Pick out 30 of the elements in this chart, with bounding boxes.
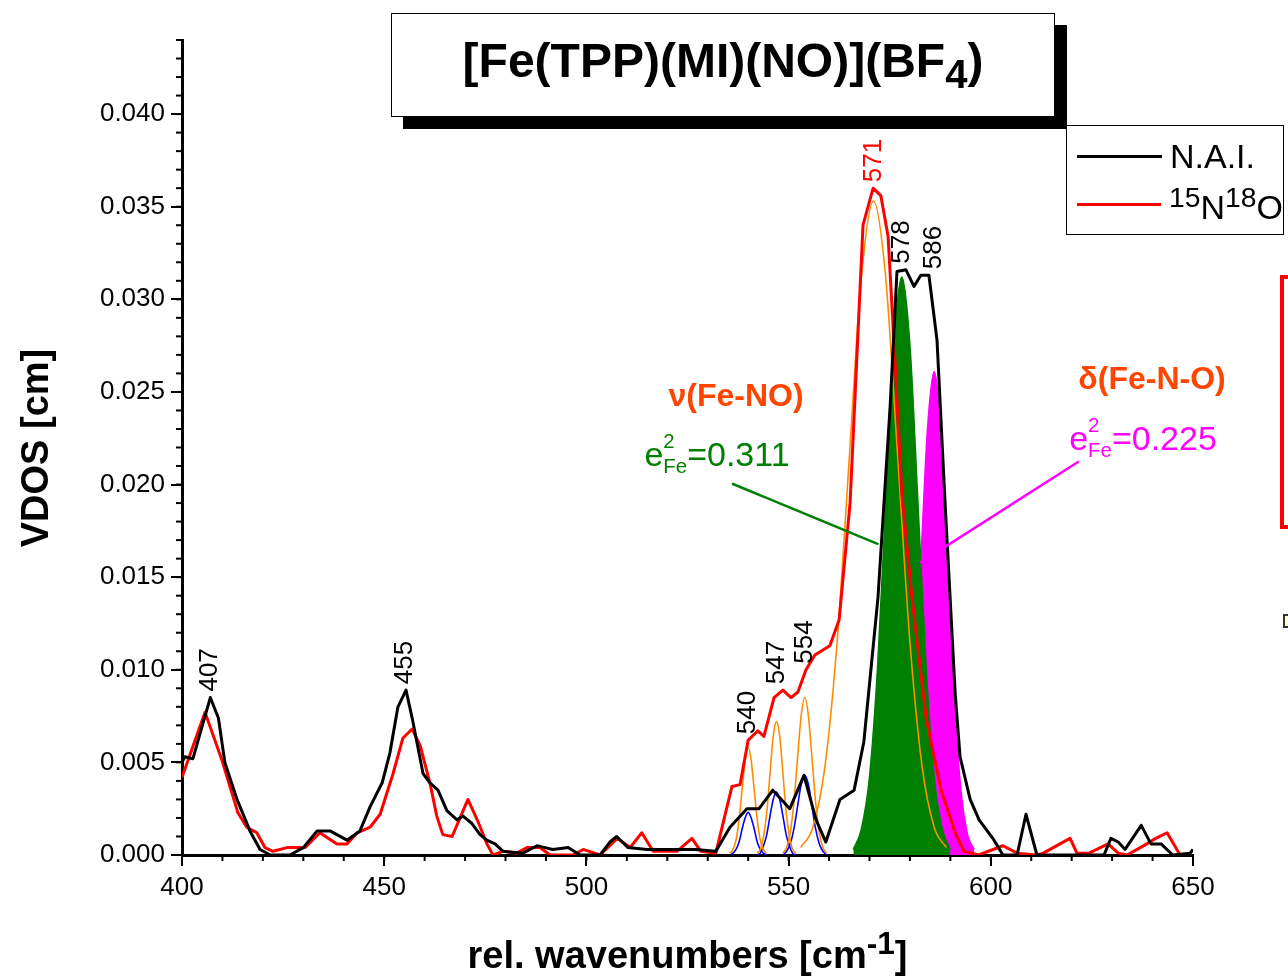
- y-tick-label: 0.040: [99, 97, 165, 128]
- y-tick-label: 0.005: [99, 745, 165, 776]
- annotation: 455: [387, 640, 418, 685]
- annotation: 547: [759, 640, 790, 685]
- x-axis-title: rel. wavenumbers [cm$^{-1}$]: [466, 925, 909, 977]
- annotation: 407: [193, 648, 224, 692]
- chart-title: [Fe(TPP)(MI)(NO)](BF$_{4}$): [462, 33, 984, 97]
- annotation: 578: [885, 220, 915, 264]
- x-tick-label: 500: [564, 870, 609, 901]
- y-tick-label: 0.035: [99, 189, 165, 220]
- y-tick-label: 0.015: [99, 560, 165, 591]
- x-tick-label: 450: [362, 870, 406, 901]
- y-tick-label: 0.025: [99, 375, 165, 406]
- annotation: ν(Fe-NO): [668, 376, 804, 413]
- y-tick-label: 0.020: [99, 467, 165, 498]
- annotation: 554: [787, 620, 818, 664]
- legend-label: N.A.I.: [1170, 136, 1256, 176]
- y-tick-label: 0.030: [99, 282, 165, 313]
- x-tick-label: 650: [1171, 870, 1215, 901]
- y-tick-label: 0.000: [99, 838, 165, 869]
- annotation: 586: [917, 225, 948, 270]
- annotation: δ(Fe-N-O): [1078, 359, 1226, 396]
- legend-label: $^{15}$N$^{18}$O: [1168, 180, 1283, 228]
- y-tick-label: 0.010: [99, 652, 165, 683]
- x-tick-label: 600: [969, 870, 1013, 901]
- annotation: 571: [856, 138, 887, 183]
- x-tick-label: 400: [160, 870, 204, 901]
- annotation: 540: [731, 690, 762, 735]
- x-tick-label: 550: [766, 870, 811, 901]
- y-axis-title: VDOS [cm]: [13, 348, 57, 547]
